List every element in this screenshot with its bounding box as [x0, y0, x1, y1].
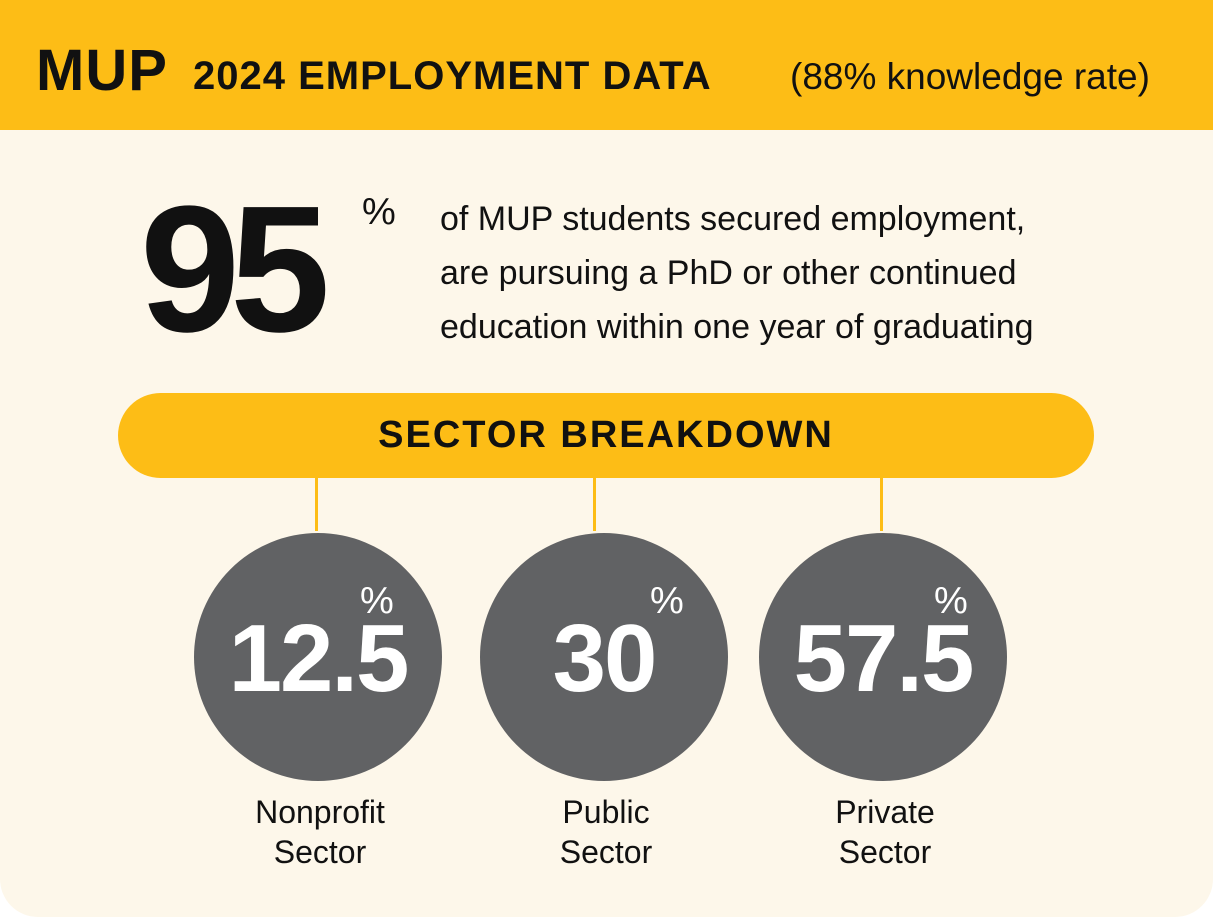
sector-percent-private: %	[934, 580, 968, 622]
headline-description: of MUP students secured employment, are …	[440, 192, 1140, 354]
sector-label-private: Private Sector	[761, 792, 1009, 872]
header-bar: MUP 2024 EMPLOYMENT DATA (88% knowledge …	[0, 0, 1213, 130]
page-title: 2024 EMPLOYMENT DATA	[193, 54, 712, 98]
sector-circle-public: 30 %	[480, 533, 728, 781]
connector-public	[593, 478, 596, 531]
sector-label-private-line-1: Private	[835, 794, 935, 830]
connector-nonprofit	[315, 478, 318, 531]
sector-label-nonprofit: Nonprofit Sector	[196, 792, 444, 872]
headline-percent-sign: %	[362, 191, 396, 233]
sector-label-nonprofit-line-1: Nonprofit	[255, 794, 385, 830]
sector-percent-nonprofit: %	[360, 580, 394, 622]
sector-label-public-line-2: Sector	[559, 834, 653, 870]
brand-title: MUP	[36, 38, 168, 103]
connector-private	[880, 478, 883, 531]
sector-label-public: Public Sector	[482, 792, 730, 872]
sector-label-public-line-1: Public	[562, 794, 650, 830]
headline-value: 95	[140, 169, 330, 370]
sector-value-nonprofit: 12.5	[228, 605, 410, 712]
headline-line-3: education within one year of graduating	[440, 308, 1034, 346]
sector-label-private-line-2: Sector	[838, 834, 932, 870]
sector-value-public: 30	[552, 605, 658, 712]
knowledge-rate-subtitle: (88% knowledge rate)	[790, 56, 1150, 97]
sector-circle-private: 57.5 %	[759, 533, 1007, 781]
sector-value-private: 57.5	[793, 605, 975, 712]
headline-line-1: of MUP students secured employment,	[440, 200, 1026, 238]
sector-circle-nonprofit: 12.5 %	[194, 533, 442, 781]
headline-line-2: are pursuing a PhD or other continued	[440, 254, 1017, 292]
sector-label-nonprofit-line-2: Sector	[273, 834, 367, 870]
sector-breakdown-banner: SECTOR BREAKDOWN	[118, 393, 1094, 478]
sector-percent-public: %	[650, 580, 684, 622]
